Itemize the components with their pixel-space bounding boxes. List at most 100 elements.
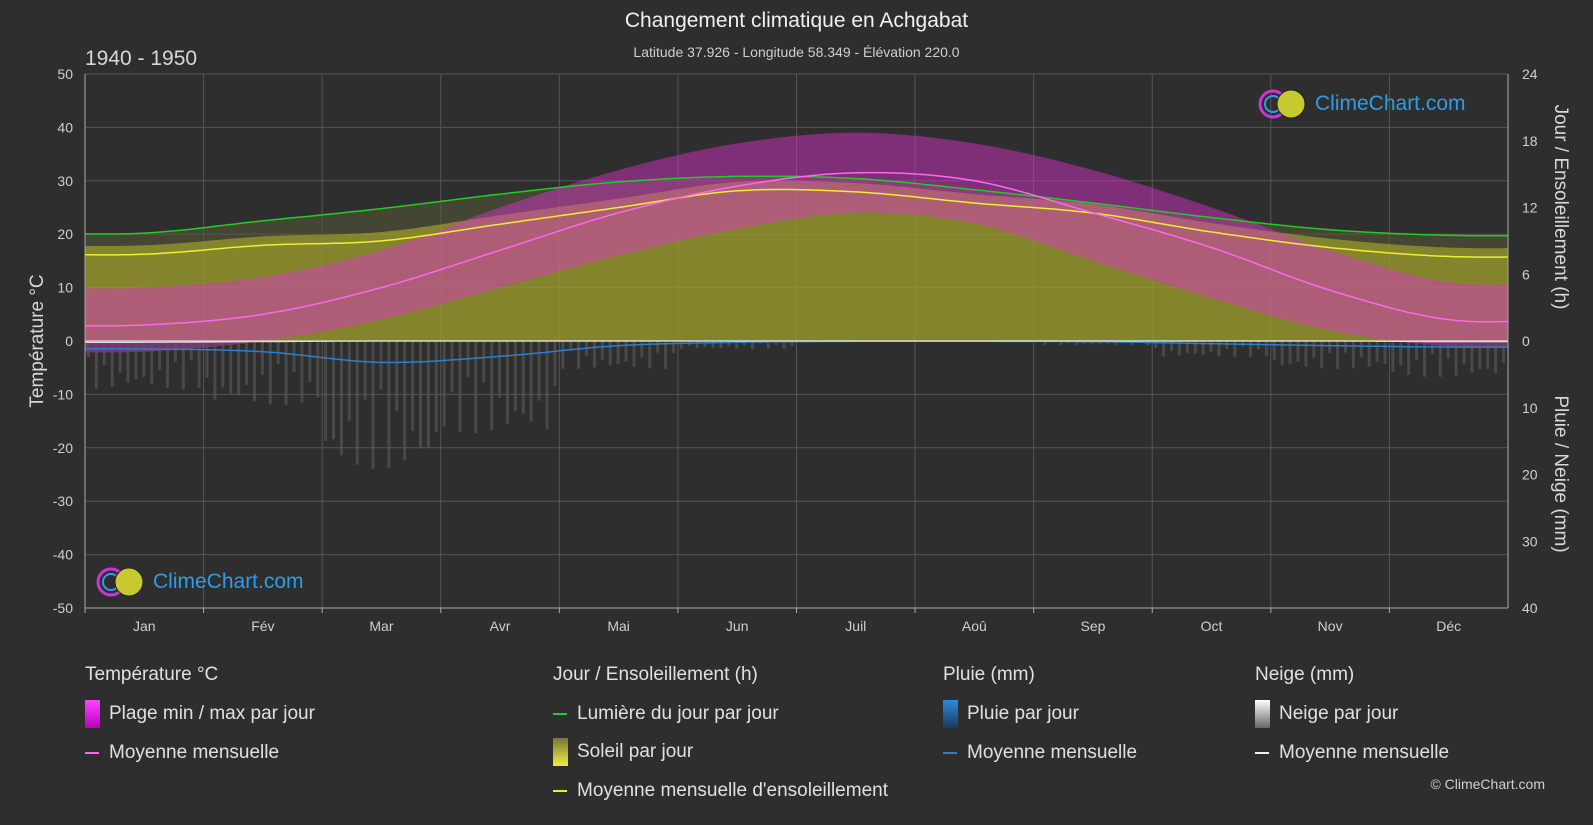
x-tick-label: Fév <box>251 618 274 634</box>
precip-day-bar <box>648 341 652 369</box>
precip-day-bar <box>426 341 430 448</box>
legend-label: Lumière du jour par jour <box>577 703 779 724</box>
precip-day-bar <box>1272 341 1276 360</box>
x-tick-label: Juil <box>845 618 866 634</box>
legend-label: Plage min / max par jour <box>109 703 315 724</box>
precip-day-bar <box>1470 341 1474 373</box>
precip-day-bar <box>1288 341 1292 364</box>
y-left-tick-label: -30 <box>53 493 73 509</box>
precip-day-bar <box>1264 341 1268 357</box>
chart-subtitle: Latitude 37.926 - Longitude 58.349 - Élé… <box>633 44 960 60</box>
legend-rain-day: Pluie par jour <box>943 700 1079 728</box>
chart-marks <box>85 132 1508 469</box>
precip-day-bar <box>118 341 122 373</box>
precip-day-bar <box>1415 341 1419 360</box>
precip-day-bar <box>1249 341 1253 357</box>
precip-day-bar <box>1090 341 1094 345</box>
sunshine-mean-line <box>85 188 1508 258</box>
legend-label: Neige par jour <box>1279 703 1399 724</box>
brand-name: ClimeChart.com <box>153 570 304 593</box>
precip-day-bar <box>790 341 794 347</box>
precip-day-bar <box>592 341 596 368</box>
period-label: 1940 - 1950 <box>85 47 198 70</box>
y-left-tick-label: -10 <box>53 386 73 402</box>
legend-label: Moyenne mensuelle d'ensoleillement <box>577 780 888 801</box>
precip-day-bar <box>608 341 612 365</box>
precip-day-bar <box>545 341 549 430</box>
precip-day-bar <box>1154 341 1158 349</box>
legend-label: Moyenne mensuelle <box>109 742 280 763</box>
legend-temp-range: Plage min / max par jour <box>85 700 315 728</box>
precip-day-bar <box>363 341 367 400</box>
snow-swatch <box>1255 700 1270 728</box>
precip-day-bar <box>1059 341 1063 345</box>
precip-day-bar <box>197 341 201 389</box>
precip-day-bar <box>1304 341 1308 367</box>
precip-day-bar <box>134 341 138 380</box>
precip-day-bar <box>1494 341 1498 374</box>
climate-chart: 50 40 30 20 10 0 -10 -20 -30 -40 -50 24 18 12 6 0 10 20 30… <box>27 66 1571 634</box>
precip-day-bar <box>1391 341 1395 372</box>
precip-day-bar <box>300 341 304 403</box>
precip-day-bar <box>1407 341 1411 375</box>
precip-day-bar <box>102 341 106 366</box>
brand-logo-top[interactable]: ClimeChart.com <box>1257 88 1466 120</box>
precip-day-bar <box>1170 341 1174 351</box>
y-right-hours-tick-label: 12 <box>1522 200 1538 216</box>
precip-day-bar <box>474 341 478 433</box>
sunshine-mean-swatch <box>553 790 567 792</box>
precip-day-bar <box>395 341 399 412</box>
precip-day-bar <box>703 341 707 347</box>
precip-day-bar <box>94 341 98 389</box>
precip-day-bar <box>521 341 525 414</box>
legend-label: Moyenne mensuelle <box>1279 742 1450 763</box>
y-left-tick-label: 0 <box>65 333 73 349</box>
x-tick-labels: Jan Fév Mar Avr Mai Jun Juil Aoû Sep Oct Nov Déc <box>84 608 1461 634</box>
y-left-tick-label: 20 <box>57 226 73 242</box>
precip-day-bar <box>268 341 272 405</box>
y-axis-right-top-title: Jour / Ensoleillement (h) <box>1550 105 1571 310</box>
precip-day-bar <box>1130 341 1134 345</box>
precip-day-bar <box>442 341 446 427</box>
precip-day-bar <box>719 341 723 348</box>
precip-day-bar <box>110 341 114 387</box>
precip-day-bar <box>482 341 486 383</box>
precip-day-bar <box>229 341 233 394</box>
precip-day-bar <box>1083 341 1087 344</box>
precip-day-bar <box>339 341 343 456</box>
y-right-mm-tick-label: 40 <box>1522 600 1538 616</box>
precip-day-bar <box>387 341 391 468</box>
precip-day-bar <box>1502 341 1506 364</box>
precip-day-bar <box>1209 341 1213 352</box>
brand-logo-bottom[interactable]: ClimeChart.com <box>95 566 304 598</box>
y-right-hours-tick-label: 24 <box>1522 66 1538 82</box>
precip-day-bar <box>403 341 407 461</box>
legend-rain-mean: Moyenne mensuelle <box>943 742 1137 764</box>
precip-day-bar <box>1399 341 1403 366</box>
y-left-tick-label: -40 <box>53 547 73 563</box>
precip-day-bar <box>142 341 146 377</box>
precip-day-bar <box>498 341 502 398</box>
precip-day-bar <box>577 341 581 369</box>
precip-day-bar <box>632 341 636 367</box>
precip-day-bar <box>671 341 675 353</box>
precip-day-bar <box>213 341 217 400</box>
x-tick-label: Jan <box>133 618 156 634</box>
precip-day-bar <box>308 341 312 382</box>
legend-snow-mean: Moyenne mensuelle <box>1255 742 1449 764</box>
precip-day-bar <box>355 341 359 465</box>
precip-day-bar <box>205 341 209 378</box>
precip-day-bar <box>1446 341 1450 359</box>
precip-day-bar <box>434 341 438 432</box>
precip-day-bar <box>782 341 786 349</box>
precip-day-bar <box>1114 341 1118 345</box>
y-left-tick-label: 30 <box>57 173 73 189</box>
snow-mean-swatch <box>1255 752 1269 754</box>
legend-temp-mean: Moyenne mensuelle <box>85 742 279 764</box>
precip-day-bar <box>1454 341 1458 376</box>
y-right-hours-tick-label: 0 <box>1522 333 1530 349</box>
legend-rain-heading: Pluie (mm) <box>943 664 1035 685</box>
precip-day-bar <box>1233 341 1237 357</box>
precip-day-bar <box>324 341 328 441</box>
legend-sunshine-mean: Moyenne mensuelle d'ensoleillement <box>553 780 888 802</box>
